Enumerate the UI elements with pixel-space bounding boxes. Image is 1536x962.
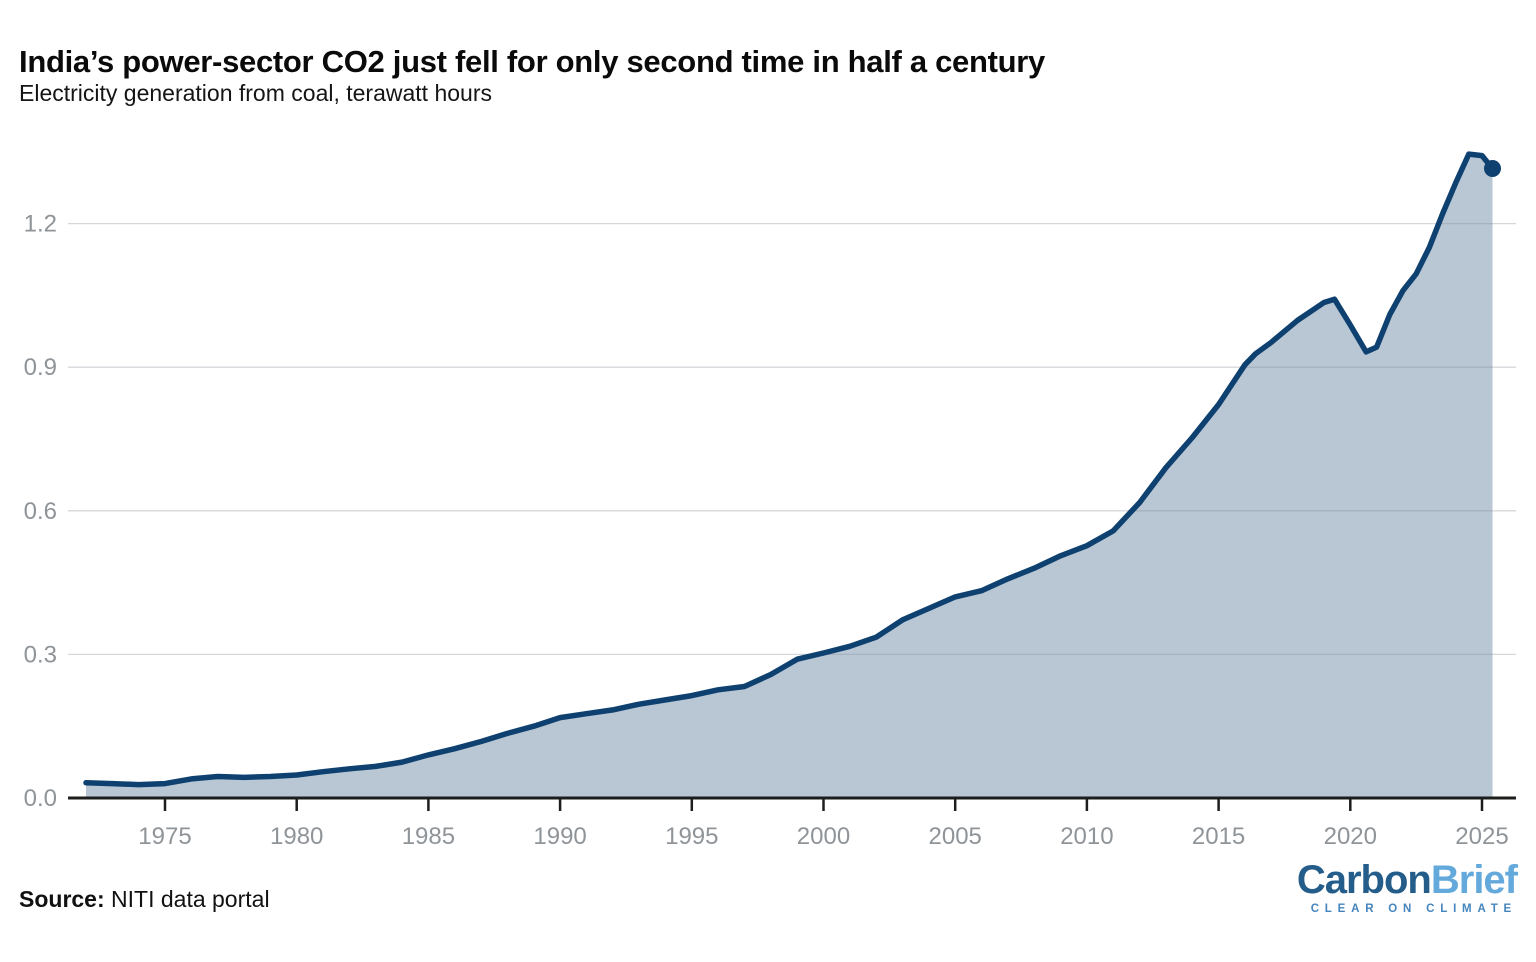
x-tick-label: 1975 — [138, 823, 191, 850]
y-tick-label: 0.6 — [24, 498, 57, 525]
source-label: Source: — [19, 886, 105, 912]
x-tick-label: 1995 — [665, 823, 718, 850]
area-fill — [86, 154, 1493, 799]
y-tick-label: 1.2 — [24, 211, 57, 238]
source-text: NITI data portal — [104, 886, 270, 912]
x-tick-label: 1990 — [533, 823, 586, 850]
logo-carbon-text: Carbon — [1296, 858, 1432, 902]
x-tick-label: 2015 — [1192, 823, 1245, 850]
carbonbrief-wordmark: CarbonBrief — [1296, 858, 1518, 902]
y-tick-label: 0.9 — [24, 354, 57, 381]
logo-brief-text: Brief — [1430, 858, 1518, 902]
x-tick-label: 1985 — [402, 823, 455, 850]
chart-title: India’s power-sector CO2 just fell for o… — [19, 43, 1046, 79]
logo-tagline: CLEAR ON CLIMATE — [1310, 903, 1517, 915]
x-tick-label: 2000 — [797, 823, 850, 850]
coal-generation-area-chart: 0.0 0.3 0.6 0.9 1.2 1975 1980 1985 1990 1995 2000 2… — [24, 151, 1516, 850]
x-tick-label: 2020 — [1324, 823, 1377, 850]
x-tick-label: 2010 — [1060, 823, 1113, 850]
chart-subtitle: Electricity generation from coal, terawa… — [19, 80, 492, 106]
carbonbrief-logo: CarbonBrief CLEAR ON CLIMATE — [1296, 858, 1518, 916]
trend-line — [83, 151, 1496, 788]
y-tick-label: 0.0 — [24, 785, 57, 812]
source-note: Source: NITI data portal — [19, 886, 270, 913]
x-tick-label: 2025 — [1455, 823, 1508, 850]
x-tick-label: 2005 — [929, 823, 982, 850]
x-tick-label: 1980 — [270, 823, 323, 850]
y-tick-label: 0.3 — [24, 641, 57, 668]
latest-point-dot — [1484, 160, 1501, 177]
